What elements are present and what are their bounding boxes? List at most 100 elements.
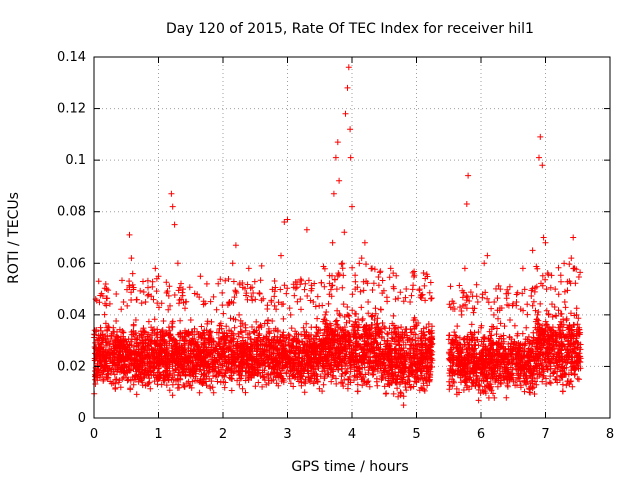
data-point bbox=[220, 378, 227, 385]
data-point bbox=[454, 323, 461, 330]
data-point bbox=[198, 323, 205, 330]
data-point bbox=[140, 278, 146, 285]
data-point bbox=[145, 318, 152, 325]
data-point bbox=[212, 373, 219, 380]
data-point bbox=[145, 352, 151, 359]
data-point bbox=[123, 374, 130, 381]
data-point bbox=[191, 325, 198, 332]
data-point bbox=[196, 389, 203, 396]
data-point bbox=[302, 380, 309, 387]
data-point bbox=[103, 339, 110, 346]
data-point bbox=[156, 304, 162, 311]
data-point bbox=[121, 369, 128, 376]
data-point bbox=[273, 369, 280, 376]
data-point bbox=[236, 371, 243, 378]
data-point bbox=[504, 286, 511, 293]
data-point bbox=[244, 296, 251, 303]
data-point bbox=[273, 345, 280, 352]
data-point bbox=[172, 346, 179, 353]
data-point bbox=[150, 349, 157, 356]
data-point bbox=[148, 324, 155, 331]
data-point bbox=[115, 379, 122, 386]
data-point bbox=[543, 286, 550, 293]
data-point bbox=[322, 311, 329, 318]
data-point bbox=[294, 279, 301, 286]
data-point bbox=[168, 323, 175, 330]
data-point bbox=[188, 341, 194, 348]
data-point bbox=[102, 281, 109, 287]
data-point bbox=[210, 293, 217, 300]
data-point bbox=[223, 330, 230, 337]
data-point bbox=[275, 299, 282, 306]
data-point bbox=[253, 318, 260, 325]
data-point bbox=[353, 310, 360, 317]
data-point bbox=[574, 375, 581, 382]
data-point bbox=[278, 373, 285, 380]
data-point bbox=[166, 283, 173, 290]
data-point bbox=[369, 265, 376, 272]
data-point bbox=[529, 302, 536, 309]
data-point bbox=[129, 357, 136, 364]
grid bbox=[94, 57, 610, 418]
data-point bbox=[133, 296, 140, 303]
data-point bbox=[164, 349, 171, 356]
data-point bbox=[247, 335, 254, 342]
data-point bbox=[206, 364, 212, 371]
data-point bbox=[283, 370, 290, 377]
data-point bbox=[244, 281, 251, 288]
data-point bbox=[205, 369, 212, 376]
data-point bbox=[151, 316, 158, 323]
data-point bbox=[221, 334, 228, 340]
data-point bbox=[167, 302, 173, 309]
data-point bbox=[207, 334, 214, 341]
data-point bbox=[314, 293, 321, 300]
data-point bbox=[227, 315, 234, 322]
data-point bbox=[297, 281, 304, 288]
data-point bbox=[232, 288, 239, 295]
data-point bbox=[239, 334, 246, 341]
data-point bbox=[352, 278, 359, 285]
data-point bbox=[255, 324, 262, 331]
data-point bbox=[302, 280, 309, 287]
data-point bbox=[304, 361, 311, 368]
data-point bbox=[247, 285, 254, 292]
data-point bbox=[104, 327, 110, 334]
data-point bbox=[133, 391, 140, 398]
data-point bbox=[286, 348, 293, 355]
data-point bbox=[176, 355, 183, 362]
data-point bbox=[287, 380, 294, 387]
data-point bbox=[163, 382, 170, 389]
data-point bbox=[300, 370, 307, 377]
data-point bbox=[126, 361, 133, 368]
data-point bbox=[102, 320, 109, 327]
data-point bbox=[260, 348, 267, 355]
data-point bbox=[400, 393, 407, 400]
data-point bbox=[145, 291, 152, 298]
data-point bbox=[234, 350, 241, 356]
data-point bbox=[231, 335, 237, 342]
data-point bbox=[170, 336, 177, 342]
data-point bbox=[150, 296, 157, 303]
data-point bbox=[307, 297, 314, 304]
data-point bbox=[372, 305, 379, 312]
data-point bbox=[225, 347, 232, 354]
data-point bbox=[308, 287, 315, 294]
data-point bbox=[280, 356, 286, 362]
data-point bbox=[104, 295, 111, 302]
data-point bbox=[271, 293, 278, 300]
data-point bbox=[305, 375, 312, 381]
data-point bbox=[528, 293, 535, 299]
data-point bbox=[357, 288, 364, 295]
data-point bbox=[138, 348, 145, 355]
data-point bbox=[337, 312, 344, 319]
data-point bbox=[222, 354, 229, 361]
data-point bbox=[281, 282, 288, 289]
data-point bbox=[574, 321, 581, 328]
data-point bbox=[239, 385, 246, 392]
data-point bbox=[221, 358, 228, 365]
data-point bbox=[426, 289, 433, 296]
data-point bbox=[197, 332, 204, 339]
data-point bbox=[158, 300, 165, 307]
data-point bbox=[250, 290, 257, 296]
data-point bbox=[317, 327, 324, 334]
